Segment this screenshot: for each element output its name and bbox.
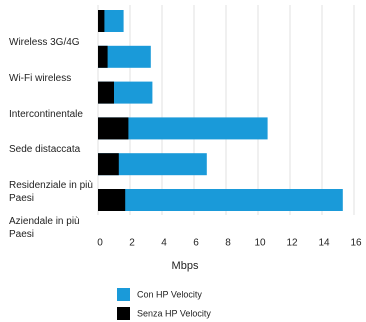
category-label: Intercontinentale (9, 108, 83, 120)
bar (98, 153, 207, 176)
category-label: Wi-Fi wireless (9, 72, 72, 84)
legend-swatch (117, 288, 130, 301)
legend-label: Con HP Velocity (137, 289, 202, 299)
bar (98, 45, 151, 68)
bar (98, 189, 126, 211)
legend-label: Senza HP Velocity (137, 308, 211, 318)
x-axis-label: Mbps (172, 260, 199, 272)
x-tick-label: 10 (254, 238, 266, 249)
bar (98, 117, 129, 140)
x-tick-label: 2 (129, 238, 135, 249)
bar (98, 81, 114, 104)
category-label: Residenziale in più Paesi (9, 180, 93, 205)
x-tick-label: 8 (225, 238, 231, 249)
x-tick-label: 14 (318, 238, 330, 249)
x-tick-label: 0 (97, 238, 103, 249)
x-tick-label: 4 (161, 238, 167, 249)
x-tick-label: 12 (286, 238, 298, 249)
bar (98, 117, 268, 140)
bar (98, 10, 105, 32)
bar (98, 153, 119, 176)
x-tick-label: 6 (193, 238, 199, 249)
category-label: Wireless 3G/4G (9, 37, 80, 48)
legend-swatch (117, 307, 130, 320)
bar (98, 45, 108, 68)
category-label: Sede distaccata (9, 144, 81, 156)
x-tick-label: 16 (350, 238, 362, 249)
bar (98, 189, 343, 211)
category-label: Aziendale in più Paesi (9, 216, 80, 240)
